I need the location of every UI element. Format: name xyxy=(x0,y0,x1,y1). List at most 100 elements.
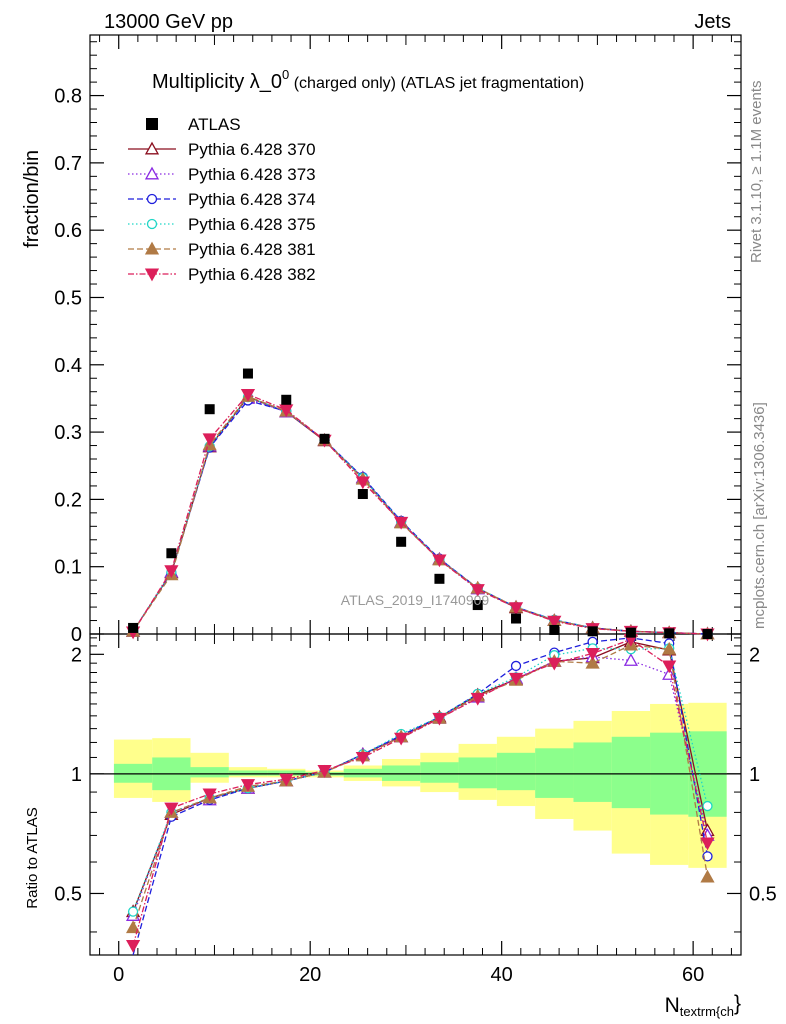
plot-title: Multiplicity λ_00 (charged only) (ATLAS … xyxy=(152,67,584,93)
legend-label-5: Pythia 6.428 382 xyxy=(188,265,316,284)
y-tick-label: 0.6 xyxy=(54,220,82,242)
x-tick-label: 40 xyxy=(491,964,513,986)
mc-marker-5 xyxy=(202,433,217,447)
ratio-y-tick-label-right: 2 xyxy=(749,644,760,666)
main-y-axis-label: fraction/bin xyxy=(21,150,43,248)
data-point xyxy=(242,368,253,379)
ratio-line-3 xyxy=(132,647,709,912)
legend-marker-atlas xyxy=(146,118,158,130)
legend-label-1: Pythia 6.428 373 xyxy=(188,165,316,184)
ratio-line-5 xyxy=(132,638,709,946)
ratio-marker-1 xyxy=(662,667,677,680)
data-point xyxy=(204,404,215,415)
mc-marker-5 xyxy=(240,388,256,402)
y-tick-label: 0.5 xyxy=(54,287,82,309)
y-tick-label: 0.4 xyxy=(54,355,82,377)
ratio-line-4 xyxy=(132,644,709,928)
ratio-marker-5 xyxy=(547,657,562,671)
ratio-marker-3 xyxy=(127,906,139,917)
ratio-marker-5 xyxy=(125,939,141,953)
data-point xyxy=(357,489,368,500)
data-point xyxy=(166,548,177,559)
legend-label-3: Pythia 6.428 375 xyxy=(188,215,316,234)
ratio-marker-4 xyxy=(585,655,600,669)
legend-marker-1 xyxy=(144,166,160,180)
data-point xyxy=(625,627,636,638)
ratio-marker-5 xyxy=(164,802,179,816)
green-band-bin xyxy=(267,770,306,776)
ratio-marker-5 xyxy=(279,773,294,787)
x-axis-label: Ntextrm{ch} xyxy=(665,992,741,1019)
mc-marker-5 xyxy=(164,565,179,579)
mcplots-label: mcplots.cern.ch [arXiv:1306.3436] xyxy=(751,402,768,629)
mc-marker-5 xyxy=(394,516,409,530)
ratio-marker-5 xyxy=(700,837,715,851)
x-tick-label: 0 xyxy=(113,964,124,986)
ratio-marker-5 xyxy=(470,692,485,706)
ratio-y-tick-label: 0.5 xyxy=(54,883,82,905)
green-band-bin xyxy=(228,770,268,776)
ratio-marker-5 xyxy=(317,765,332,778)
green-band-bin xyxy=(190,767,229,778)
ratio-marker-5 xyxy=(432,712,447,726)
green-band-bin xyxy=(535,748,574,798)
mc-marker-5 xyxy=(470,584,485,597)
ratio-mc-lines xyxy=(125,632,715,956)
data-point xyxy=(472,600,483,611)
y-tick-label: 0.7 xyxy=(54,153,82,175)
green-band-bin xyxy=(420,762,459,783)
green-band-bin xyxy=(381,765,421,781)
ratio-y-tick-label: 2 xyxy=(71,644,82,666)
data-point xyxy=(664,628,675,639)
ratio-marker-5 xyxy=(394,732,409,746)
data-point xyxy=(128,622,139,633)
ratio-y-tick-label: 1 xyxy=(71,764,82,786)
legend: ATLAS Pythia 6.428 370 Pythia 6.428 373 Pyt… xyxy=(128,115,316,284)
legend-label-2: Pythia 6.428 374 xyxy=(188,190,316,209)
mc-marker-5 xyxy=(432,554,447,568)
legend-label-0: Pythia 6.428 370 xyxy=(188,140,316,159)
mc-marker-5 xyxy=(508,602,524,616)
ratio-marker-2 xyxy=(510,660,522,672)
ratio-panel-frame xyxy=(89,633,742,956)
ratio-uncertainty-bands xyxy=(90,702,741,868)
mc-marker-5 xyxy=(279,404,294,418)
ratio-y-tick-label-right: 0.5 xyxy=(749,883,777,905)
green-band-bin xyxy=(496,752,536,791)
green-band-bin xyxy=(573,742,612,802)
ratio-axes: 0.5 0.51 12 20 20 40 60 xyxy=(54,634,777,986)
legend-marker-2 xyxy=(146,193,158,205)
ratio-marker-5 xyxy=(355,752,370,765)
collision-label: 13000 GeV pp xyxy=(104,11,233,33)
ratio-marker-3 xyxy=(702,800,713,812)
legend-marker-3 xyxy=(146,218,158,230)
y-tick-label: 0.3 xyxy=(54,422,82,444)
legend-marker-0 xyxy=(144,141,160,155)
green-band-bin xyxy=(611,736,651,809)
mc-marker-5 xyxy=(355,476,370,490)
y-tick-label: 0.2 xyxy=(54,489,82,511)
jets-label: Jets xyxy=(694,11,731,33)
mc-line-5 xyxy=(132,393,708,635)
main-y-axis: 0 0.1 0.2 0.3 0.4 0.5 0.6 0.7 0.8 xyxy=(54,35,741,646)
ratio-marker-2 xyxy=(702,851,713,862)
y-tick-label: 0.1 xyxy=(54,557,82,579)
x-tick-label: 20 xyxy=(299,964,321,986)
data-point xyxy=(281,394,292,405)
ratio-marker-5 xyxy=(662,660,677,674)
main-data-points xyxy=(128,368,713,639)
data-point xyxy=(396,536,407,547)
legend-marker-4 xyxy=(144,241,160,255)
ratio-marker-5 xyxy=(202,788,217,802)
ratio-y-tick-label-right: 1 xyxy=(749,764,760,786)
data-point xyxy=(319,433,330,444)
y-tick-label: 0 xyxy=(71,624,82,646)
rivet-label: Rivet 3.1.10, ≥ 1.1M events xyxy=(748,81,765,264)
green-band-bin xyxy=(343,768,382,778)
ratio-marker-1 xyxy=(623,653,639,666)
data-point xyxy=(549,624,560,635)
green-band-bin xyxy=(458,757,497,789)
data-point xyxy=(702,629,713,639)
data-point xyxy=(587,626,598,637)
